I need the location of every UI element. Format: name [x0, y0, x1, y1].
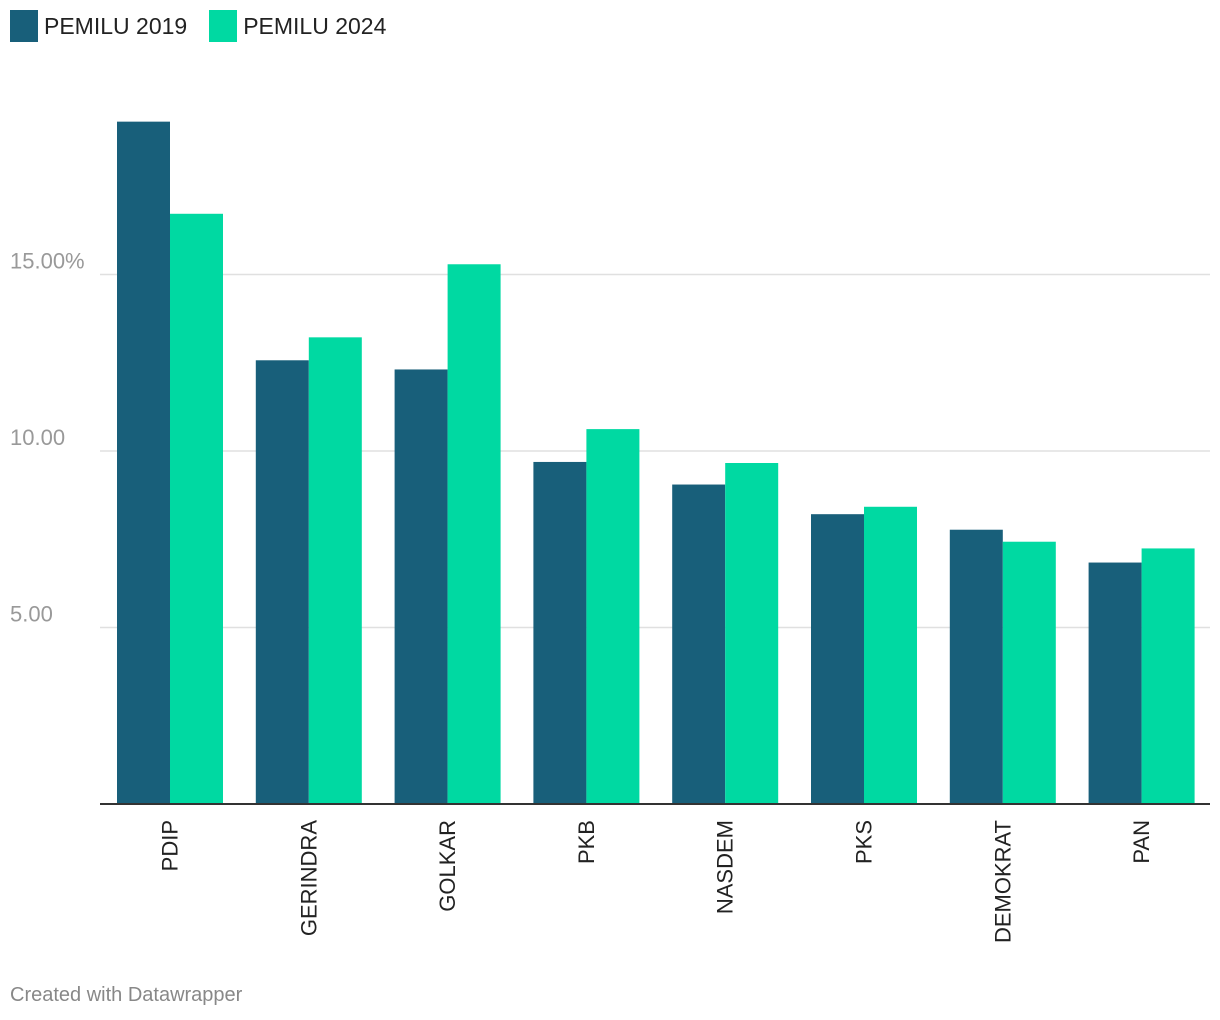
- x-tick-label-pan: PAN: [1129, 820, 1154, 864]
- x-tick-label-gerindra: GERINDRA: [296, 820, 321, 936]
- legend-label-2019: PEMILU 2019: [44, 12, 188, 39]
- x-tick-label-demokrat: DEMOKRAT: [990, 820, 1015, 943]
- x-tick-label-pdip: PDIP: [158, 820, 183, 871]
- bar-pan-2019: [1088, 562, 1142, 804]
- y-tick-label-10: 10.00: [10, 425, 65, 450]
- legend-swatch-2019: [10, 10, 38, 42]
- bar-nasdem-2019: [672, 484, 726, 804]
- legend-swatch-2024: [209, 10, 238, 42]
- bar-demokrat-2019: [949, 529, 1003, 804]
- bar-pdip-2019: [117, 121, 170, 804]
- bar-gerindra-2024: [308, 337, 362, 804]
- y-tick-label-5: 5.00: [10, 602, 53, 627]
- x-tick-label-golkar: GOLKAR: [435, 820, 460, 912]
- bar-pdip-2024: [170, 213, 223, 804]
- bar-golkar-2019: [394, 369, 448, 804]
- legend-item-2024: PEMILU 2024: [209, 10, 386, 42]
- x-tick-label-nasdem: NASDEM: [713, 820, 738, 914]
- y-tick-label-15: 15.00%: [10, 249, 85, 274]
- datawrapper-credit: Created with Datawrapper: [10, 984, 243, 1006]
- legend-item-2019: PEMILU 2019: [10, 10, 187, 42]
- bar-demokrat-2024: [1002, 541, 1056, 804]
- bar-pan-2024: [1141, 548, 1195, 804]
- chart-legend: PEMILU 2019 PEMILU 2024: [10, 10, 408, 42]
- bar-pkb-2024: [586, 429, 640, 804]
- bar-chart: 5.00 10.00 15.00% PDIP GERINDRA GOLKAR PKB NASD…: [10, 121, 1210, 943]
- x-tick-label-pkb: PKB: [574, 820, 599, 864]
- bar-gerindra-2019: [255, 360, 309, 804]
- bar-pks-2019: [811, 514, 864, 804]
- bar-pkb-2019: [533, 461, 587, 804]
- bar-nasdem-2024: [725, 463, 779, 804]
- bar-pks-2024: [864, 506, 917, 804]
- bar-golkar-2024: [447, 264, 501, 804]
- legend-label-2024: PEMILU 2024: [243, 12, 387, 39]
- x-tick-label-pks: PKS: [852, 820, 877, 864]
